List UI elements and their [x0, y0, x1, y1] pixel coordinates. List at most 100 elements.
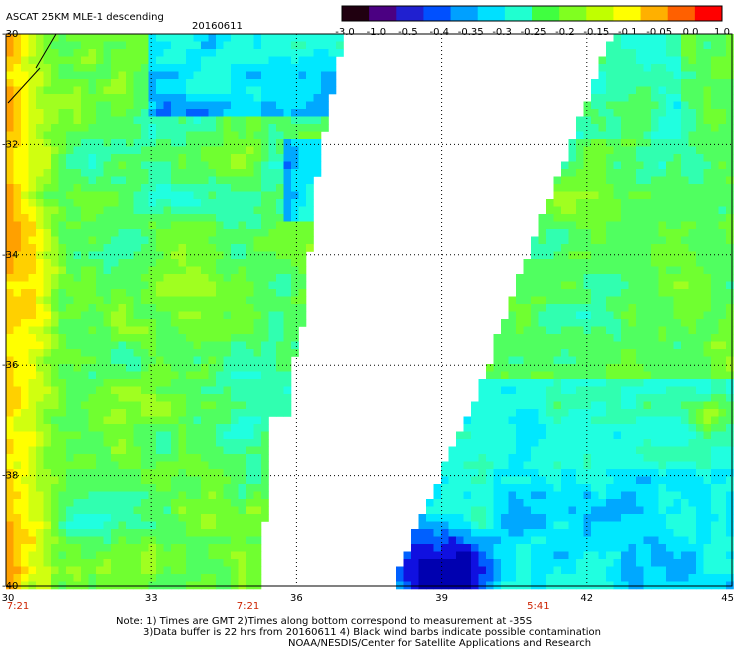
heatmap-cell	[703, 439, 712, 447]
heatmap-cell	[73, 236, 82, 245]
heatmap-cell	[493, 371, 502, 380]
heatmap-cell	[36, 514, 44, 522]
heatmap-cell	[673, 424, 682, 432]
heatmap-cell	[6, 334, 14, 342]
heatmap-cell	[88, 199, 97, 207]
heatmap-cell	[523, 401, 532, 410]
heatmap-cell	[246, 191, 254, 200]
heatmap-cell	[201, 154, 209, 162]
heatmap-cell	[88, 394, 97, 402]
heatmap-cell	[673, 206, 682, 215]
heatmap-cell	[148, 319, 157, 327]
heatmap-cell	[583, 161, 592, 170]
heatmap-cell	[103, 94, 112, 102]
heatmap-cell	[711, 191, 719, 200]
heatmap-cell	[66, 394, 74, 402]
heatmap-cell	[658, 79, 667, 87]
heatmap-cell	[163, 371, 172, 380]
heatmap-cell	[118, 446, 127, 455]
heatmap-cell	[36, 499, 44, 507]
heatmap-cell	[261, 431, 269, 440]
heatmap-cell	[111, 409, 119, 417]
heatmap-cell	[51, 64, 59, 72]
heatmap-cell	[643, 199, 652, 207]
heatmap-cell	[718, 206, 727, 215]
heatmap-cell	[591, 281, 599, 290]
heatmap-cell	[6, 499, 14, 507]
heatmap-cell	[111, 536, 119, 545]
heatmap-cell	[606, 139, 614, 147]
heatmap-cell	[501, 409, 509, 417]
heatmap-cell	[268, 311, 277, 320]
heatmap-cell	[283, 341, 292, 350]
heatmap-cell	[66, 514, 74, 522]
heatmap-cell	[426, 566, 434, 575]
heatmap-cell	[178, 304, 187, 312]
heatmap-cell	[13, 536, 22, 545]
heatmap-cell	[21, 401, 29, 410]
heatmap-cell	[28, 416, 37, 425]
heatmap-cell	[126, 221, 134, 230]
heatmap-cell	[13, 169, 22, 177]
heatmap-cell	[553, 349, 562, 357]
heatmap-cell	[148, 536, 157, 545]
colorbar-swatch	[423, 6, 452, 21]
heatmap-cell	[561, 454, 569, 462]
heatmap-cell	[628, 334, 637, 342]
heatmap-cell	[148, 169, 157, 177]
heatmap-cell	[133, 79, 142, 87]
heatmap-cell	[666, 71, 674, 80]
heatmap-cell	[568, 484, 577, 492]
heatmap-cell	[673, 94, 682, 102]
heatmap-cell	[261, 221, 269, 230]
heatmap-cell	[313, 49, 322, 57]
heatmap-cell	[186, 364, 194, 372]
heatmap-cell	[96, 536, 104, 545]
heatmap-cell	[88, 514, 97, 522]
heatmap-cell	[688, 86, 697, 95]
heatmap-cell	[133, 251, 142, 260]
heatmap-cell	[6, 79, 14, 87]
heatmap-cell	[88, 56, 97, 65]
heatmap-cell	[43, 319, 52, 327]
heatmap-cell	[538, 551, 547, 560]
heatmap-cell	[208, 566, 217, 575]
heatmap-cell	[561, 319, 569, 327]
heatmap-cell	[486, 506, 494, 515]
heatmap-cell	[111, 214, 119, 222]
heatmap-cell	[171, 394, 179, 402]
heatmap-cell	[561, 401, 569, 410]
heatmap-cell	[246, 334, 254, 342]
heatmap-cell	[66, 364, 74, 372]
heatmap-cell	[88, 251, 97, 260]
heatmap-cell	[238, 424, 247, 432]
heatmap-cell	[36, 476, 44, 485]
heatmap-cell	[658, 439, 667, 447]
heatmap-cell	[711, 544, 719, 552]
heatmap-cell	[711, 394, 719, 402]
colorbar-swatch	[369, 6, 397, 21]
heatmap-cell	[96, 566, 104, 575]
heatmap-cell	[606, 326, 614, 335]
heatmap-cell	[238, 334, 247, 342]
heatmap-cell	[103, 49, 112, 57]
heatmap-cell	[523, 394, 532, 402]
heatmap-cell	[36, 109, 44, 117]
heatmap-cell	[141, 131, 149, 140]
heatmap-cell	[193, 289, 202, 297]
heatmap-cell	[223, 131, 232, 140]
heatmap-cell	[268, 199, 277, 207]
heatmap-cell	[141, 304, 149, 312]
heatmap-cell	[58, 71, 67, 80]
heatmap-cell	[711, 101, 719, 110]
heatmap-cell	[118, 491, 127, 500]
heatmap-cell	[21, 476, 29, 485]
heatmap-cell	[66, 334, 74, 342]
heatmap-cell	[606, 514, 614, 522]
heatmap-cell	[568, 191, 577, 200]
heatmap-cell	[51, 139, 59, 147]
heatmap-cell	[531, 469, 539, 477]
heatmap-cell	[43, 116, 52, 125]
heatmap-cell	[81, 131, 89, 140]
heatmap-cell	[598, 244, 607, 252]
